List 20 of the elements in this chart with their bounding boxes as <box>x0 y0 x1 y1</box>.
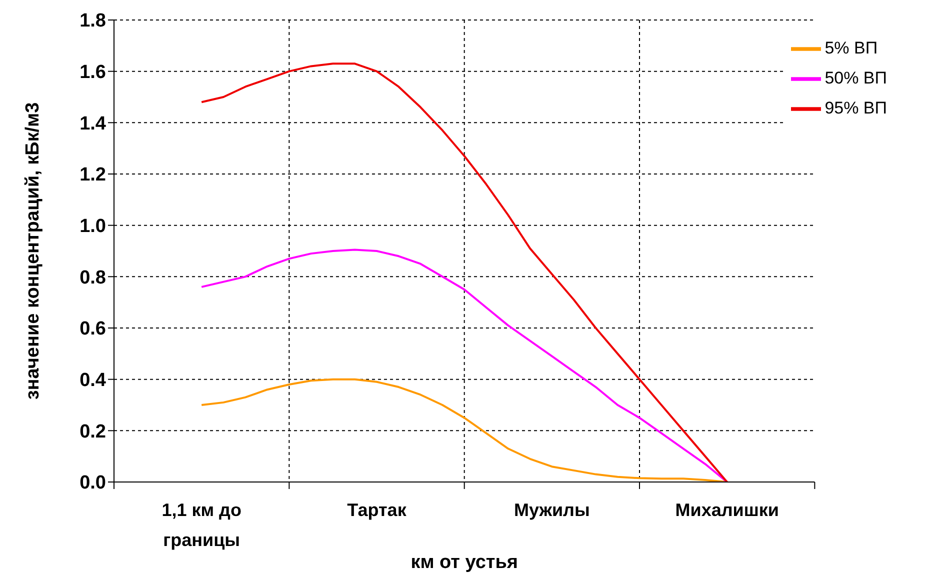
x-axis-title: км от устья <box>410 552 518 573</box>
y-tick-label: 0.4 <box>80 370 106 392</box>
y-tick-label: 1.4 <box>80 113 106 134</box>
y-tick-label: 1.6 <box>80 62 106 84</box>
x-tick-label: Михалишки <box>675 500 779 520</box>
legend-label: 5% ВП <box>824 38 878 58</box>
x-tick-label: 1,1 км до границы <box>162 500 242 550</box>
y-tick-label: 0.0 <box>80 472 106 494</box>
y-tick-label: 0.8 <box>80 267 106 288</box>
legend-label: 95% ВП <box>824 98 887 118</box>
y-tick-label: 1.0 <box>80 216 106 238</box>
x-tick-label: Тартак <box>347 500 408 520</box>
line-series <box>200 62 728 482</box>
y-tick-label: 0.2 <box>80 421 106 442</box>
x-tick-label: Мужилы <box>514 500 590 520</box>
y-axis-title: значение концентраций, кБк/м3 <box>22 102 44 400</box>
y-tick-label: 1.8 <box>80 10 106 32</box>
legend-label: 50% ВП <box>824 68 887 88</box>
y-tick-label: 1.2 <box>80 164 106 186</box>
y-tick-label: 0.6 <box>80 318 106 340</box>
